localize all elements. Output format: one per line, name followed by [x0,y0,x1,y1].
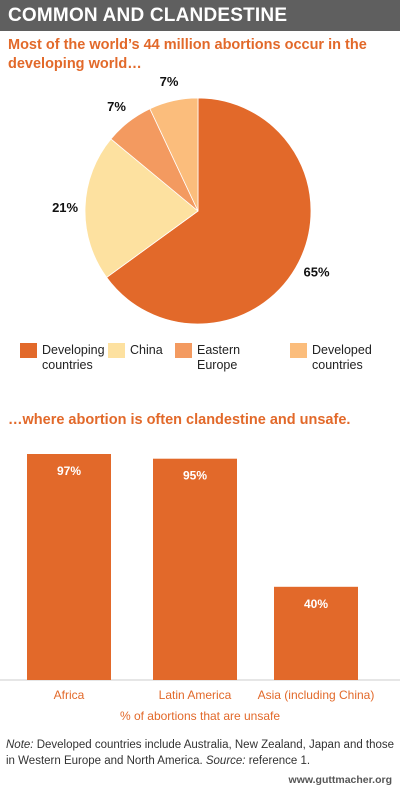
legend-label-developing: Developing countries [42,343,105,372]
bar-value-label-latin-america: 95% [183,469,207,483]
footnote: Note: Developed countries include Austra… [6,737,396,769]
legend-swatch-developing [20,343,37,358]
bar-value-label-africa: 97% [57,464,81,478]
website-credit: www.guttmacher.org [288,774,392,786]
legend-label-developed: Developed countries [312,343,372,372]
source-prefix: Source: [205,755,246,767]
pie-slice-developed-countries [149,97,199,212]
pie-label-eastern-europe: 7% [107,99,126,114]
bar-africa [27,454,111,680]
pie-label-developed-countries: 7% [160,74,179,89]
legend-swatch-china [108,343,125,358]
bar-x-axis-label: % of abortions that are unsafe [120,709,280,723]
bar-asia-including-china [274,586,358,680]
note-prefix: Note: [6,739,34,751]
bar-category-label-asia-including-china: Asia (including China) [258,688,375,702]
bar-latin-america [153,458,237,680]
chart-header: COMMON AND CLANDESTINE [0,0,400,31]
pie-chart-title: Most of the world’s 44 million abortions… [8,37,367,72]
bar-category-label-africa: Africa [54,688,85,702]
pie-legend: Developing countries China Eastern Europ… [0,343,400,383]
pie-chart: 65% 21% 7% 7% [52,74,330,325]
legend-label-eastern-europe: Eastern Europe [197,343,241,372]
bar-category-label-latin-america: Latin America [159,688,232,702]
pie-slice-china [84,138,199,278]
pie-label-china: 21% [52,200,78,215]
pie-label-developing-countries: 65% [303,264,329,279]
legend-swatch-eastern-europe [175,343,192,358]
pie-slice-developing-countries [106,97,312,325]
note-text: Developed countries include Australia, N… [6,739,395,767]
bar-chart-title: …where abortion is often clandestine and… [8,412,351,428]
legend-swatch-developed [290,343,307,358]
bar-value-label-asia-including-china: 40% [304,597,328,611]
source-text: reference 1. [245,755,311,767]
legend-label-china: China [130,343,163,357]
